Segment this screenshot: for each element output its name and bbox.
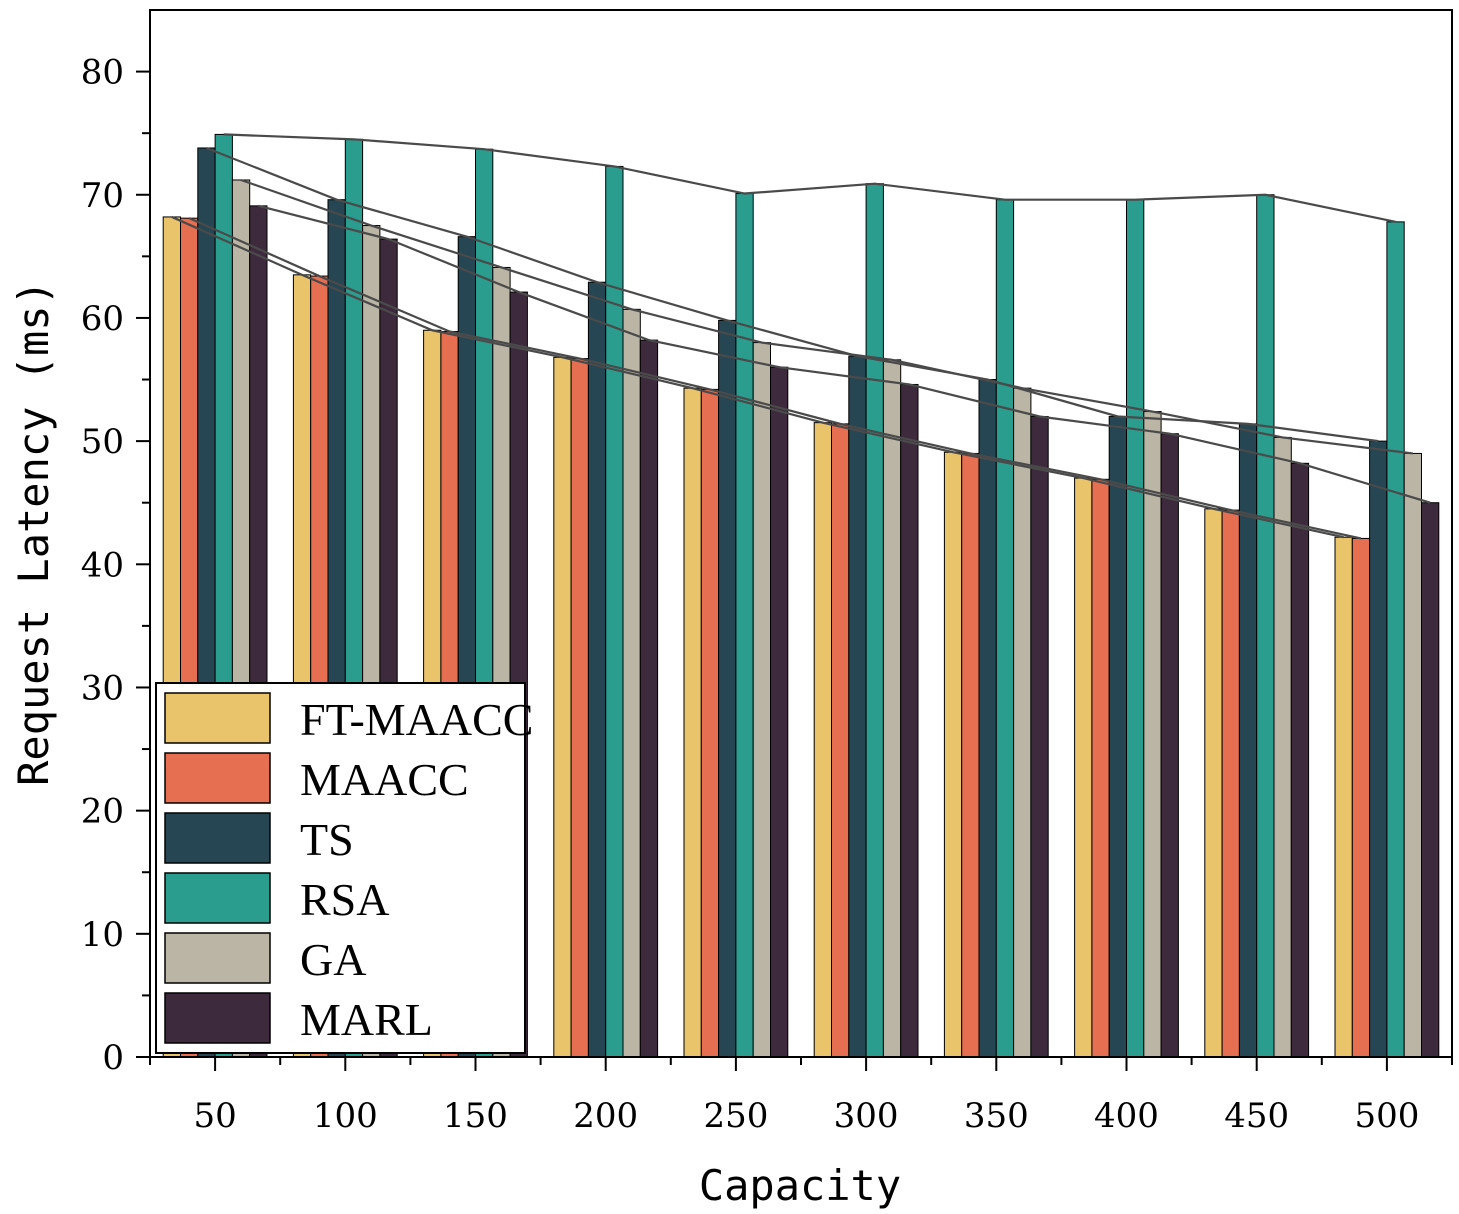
bar-marl-300 xyxy=(900,383,919,1058)
legend-box xyxy=(155,682,526,1054)
bar-ft-maacc-200 xyxy=(553,356,572,1058)
legend-swatch-ga xyxy=(164,932,271,984)
bar-rsa-400 xyxy=(1126,199,1145,1058)
bar-maacc-450 xyxy=(1221,509,1240,1058)
y-tick-label: 40 xyxy=(81,545,124,585)
y-tick-label: 80 xyxy=(81,53,124,93)
x-tick-label-250: 250 xyxy=(703,1096,768,1136)
bar-maacc-300 xyxy=(831,423,850,1058)
bar-ts-350 xyxy=(978,379,997,1058)
trend-line-ft-maacc xyxy=(171,215,1344,539)
trend-line-rsa xyxy=(223,133,1396,223)
bar-rsa-300 xyxy=(865,183,884,1058)
x-tick-label-200: 200 xyxy=(573,1096,638,1136)
bar-ga-300 xyxy=(882,359,902,1058)
bar-ga-500 xyxy=(1403,452,1422,1058)
bar-maacc-250 xyxy=(700,388,720,1058)
y-tick-label: 20 xyxy=(81,792,124,832)
legend-swatch-rsa xyxy=(164,872,271,924)
legend-label-ft-maacc: FT-MAACC xyxy=(300,694,533,745)
bar-marl-200 xyxy=(639,339,659,1058)
bar-marl-450 xyxy=(1290,462,1310,1058)
trend-line-ts xyxy=(206,146,1379,443)
bar-rsa-350 xyxy=(995,199,1015,1058)
trend-lines-layer xyxy=(171,133,1431,540)
y-axis-title: Request Latency (ms) xyxy=(9,280,58,786)
legend-label-rsa: RSA xyxy=(300,874,389,925)
legend-label-maacc: MAACC xyxy=(300,754,469,805)
x-tick-label-350: 350 xyxy=(964,1096,1029,1136)
bar-marl-400 xyxy=(1160,433,1179,1058)
bar-ts-300 xyxy=(848,355,867,1058)
x-tick-label-400: 400 xyxy=(1094,1096,1159,1136)
x-tick-label-450: 450 xyxy=(1224,1096,1289,1136)
bar-rsa-200 xyxy=(605,165,624,1058)
bar-ga-350 xyxy=(1013,387,1032,1058)
bar-marl-250 xyxy=(770,366,789,1058)
x-tick-label-50: 50 xyxy=(193,1096,236,1136)
legend-label-ga: GA xyxy=(300,934,366,985)
legend-swatch-ft-maacc xyxy=(164,692,271,744)
y-tick-label: 60 xyxy=(81,299,124,339)
bar-maacc-400 xyxy=(1091,478,1110,1058)
bar-maacc-350 xyxy=(961,452,980,1058)
bar-maacc-500 xyxy=(1351,537,1371,1058)
y-tick-label: 10 xyxy=(81,915,124,955)
x-tick-label-300: 300 xyxy=(834,1096,899,1136)
legend-swatch-ts xyxy=(164,812,271,864)
bar-marl-500 xyxy=(1421,502,1440,1058)
bar-ts-450 xyxy=(1238,423,1258,1058)
legend: FT-MAACC MAACC TS RSA GA MARL xyxy=(155,682,533,1054)
bar-ts-400 xyxy=(1108,415,1127,1058)
legend-label-marl: MARL xyxy=(300,994,433,1045)
legend-swatch-marl xyxy=(164,992,271,1044)
axes-layer: 0 10 20 30 40 50 60 70 80 50 100 150 200 250 300 350 400… xyxy=(81,53,1453,1136)
bar-ga-400 xyxy=(1143,411,1162,1058)
legend-swatch-maacc xyxy=(164,752,271,804)
y-tick-label: 30 xyxy=(81,668,124,708)
bar-ft-maacc-400 xyxy=(1074,477,1093,1058)
bar-ft-maacc-300 xyxy=(813,422,833,1058)
bar-ft-maacc-250 xyxy=(683,387,702,1058)
trend-line-marl xyxy=(258,204,1431,504)
bar-ts-200 xyxy=(587,281,607,1058)
bar-rsa-450 xyxy=(1256,194,1275,1058)
bar-ft-maacc-450 xyxy=(1204,508,1223,1058)
trend-line-ga xyxy=(240,178,1413,455)
bar-ga-450 xyxy=(1273,436,1292,1058)
x-tick-label-500: 500 xyxy=(1354,1096,1419,1136)
bar-ts-250 xyxy=(718,319,737,1058)
y-tick-label: 50 xyxy=(81,422,124,462)
y-tick-label: 70 xyxy=(81,176,124,216)
bar-ft-maacc-350 xyxy=(943,451,963,1058)
x-tick-label-100: 100 xyxy=(313,1096,378,1136)
bar-ga-200 xyxy=(622,308,641,1058)
y-tick-label: 0 xyxy=(102,1038,124,1078)
legend-label-ts: TS xyxy=(300,814,354,865)
bar-rsa-500 xyxy=(1386,221,1405,1058)
trend-line-maacc xyxy=(188,217,1362,540)
x-tick-label-150: 150 xyxy=(443,1096,508,1136)
bar-marl-350 xyxy=(1030,415,1049,1058)
x-axis-title: Capacity xyxy=(699,1161,901,1210)
bar-maacc-200 xyxy=(570,358,589,1058)
bar-ts-500 xyxy=(1369,440,1388,1058)
bar-ga-250 xyxy=(752,342,772,1058)
bar-ft-maacc-500 xyxy=(1334,536,1353,1058)
